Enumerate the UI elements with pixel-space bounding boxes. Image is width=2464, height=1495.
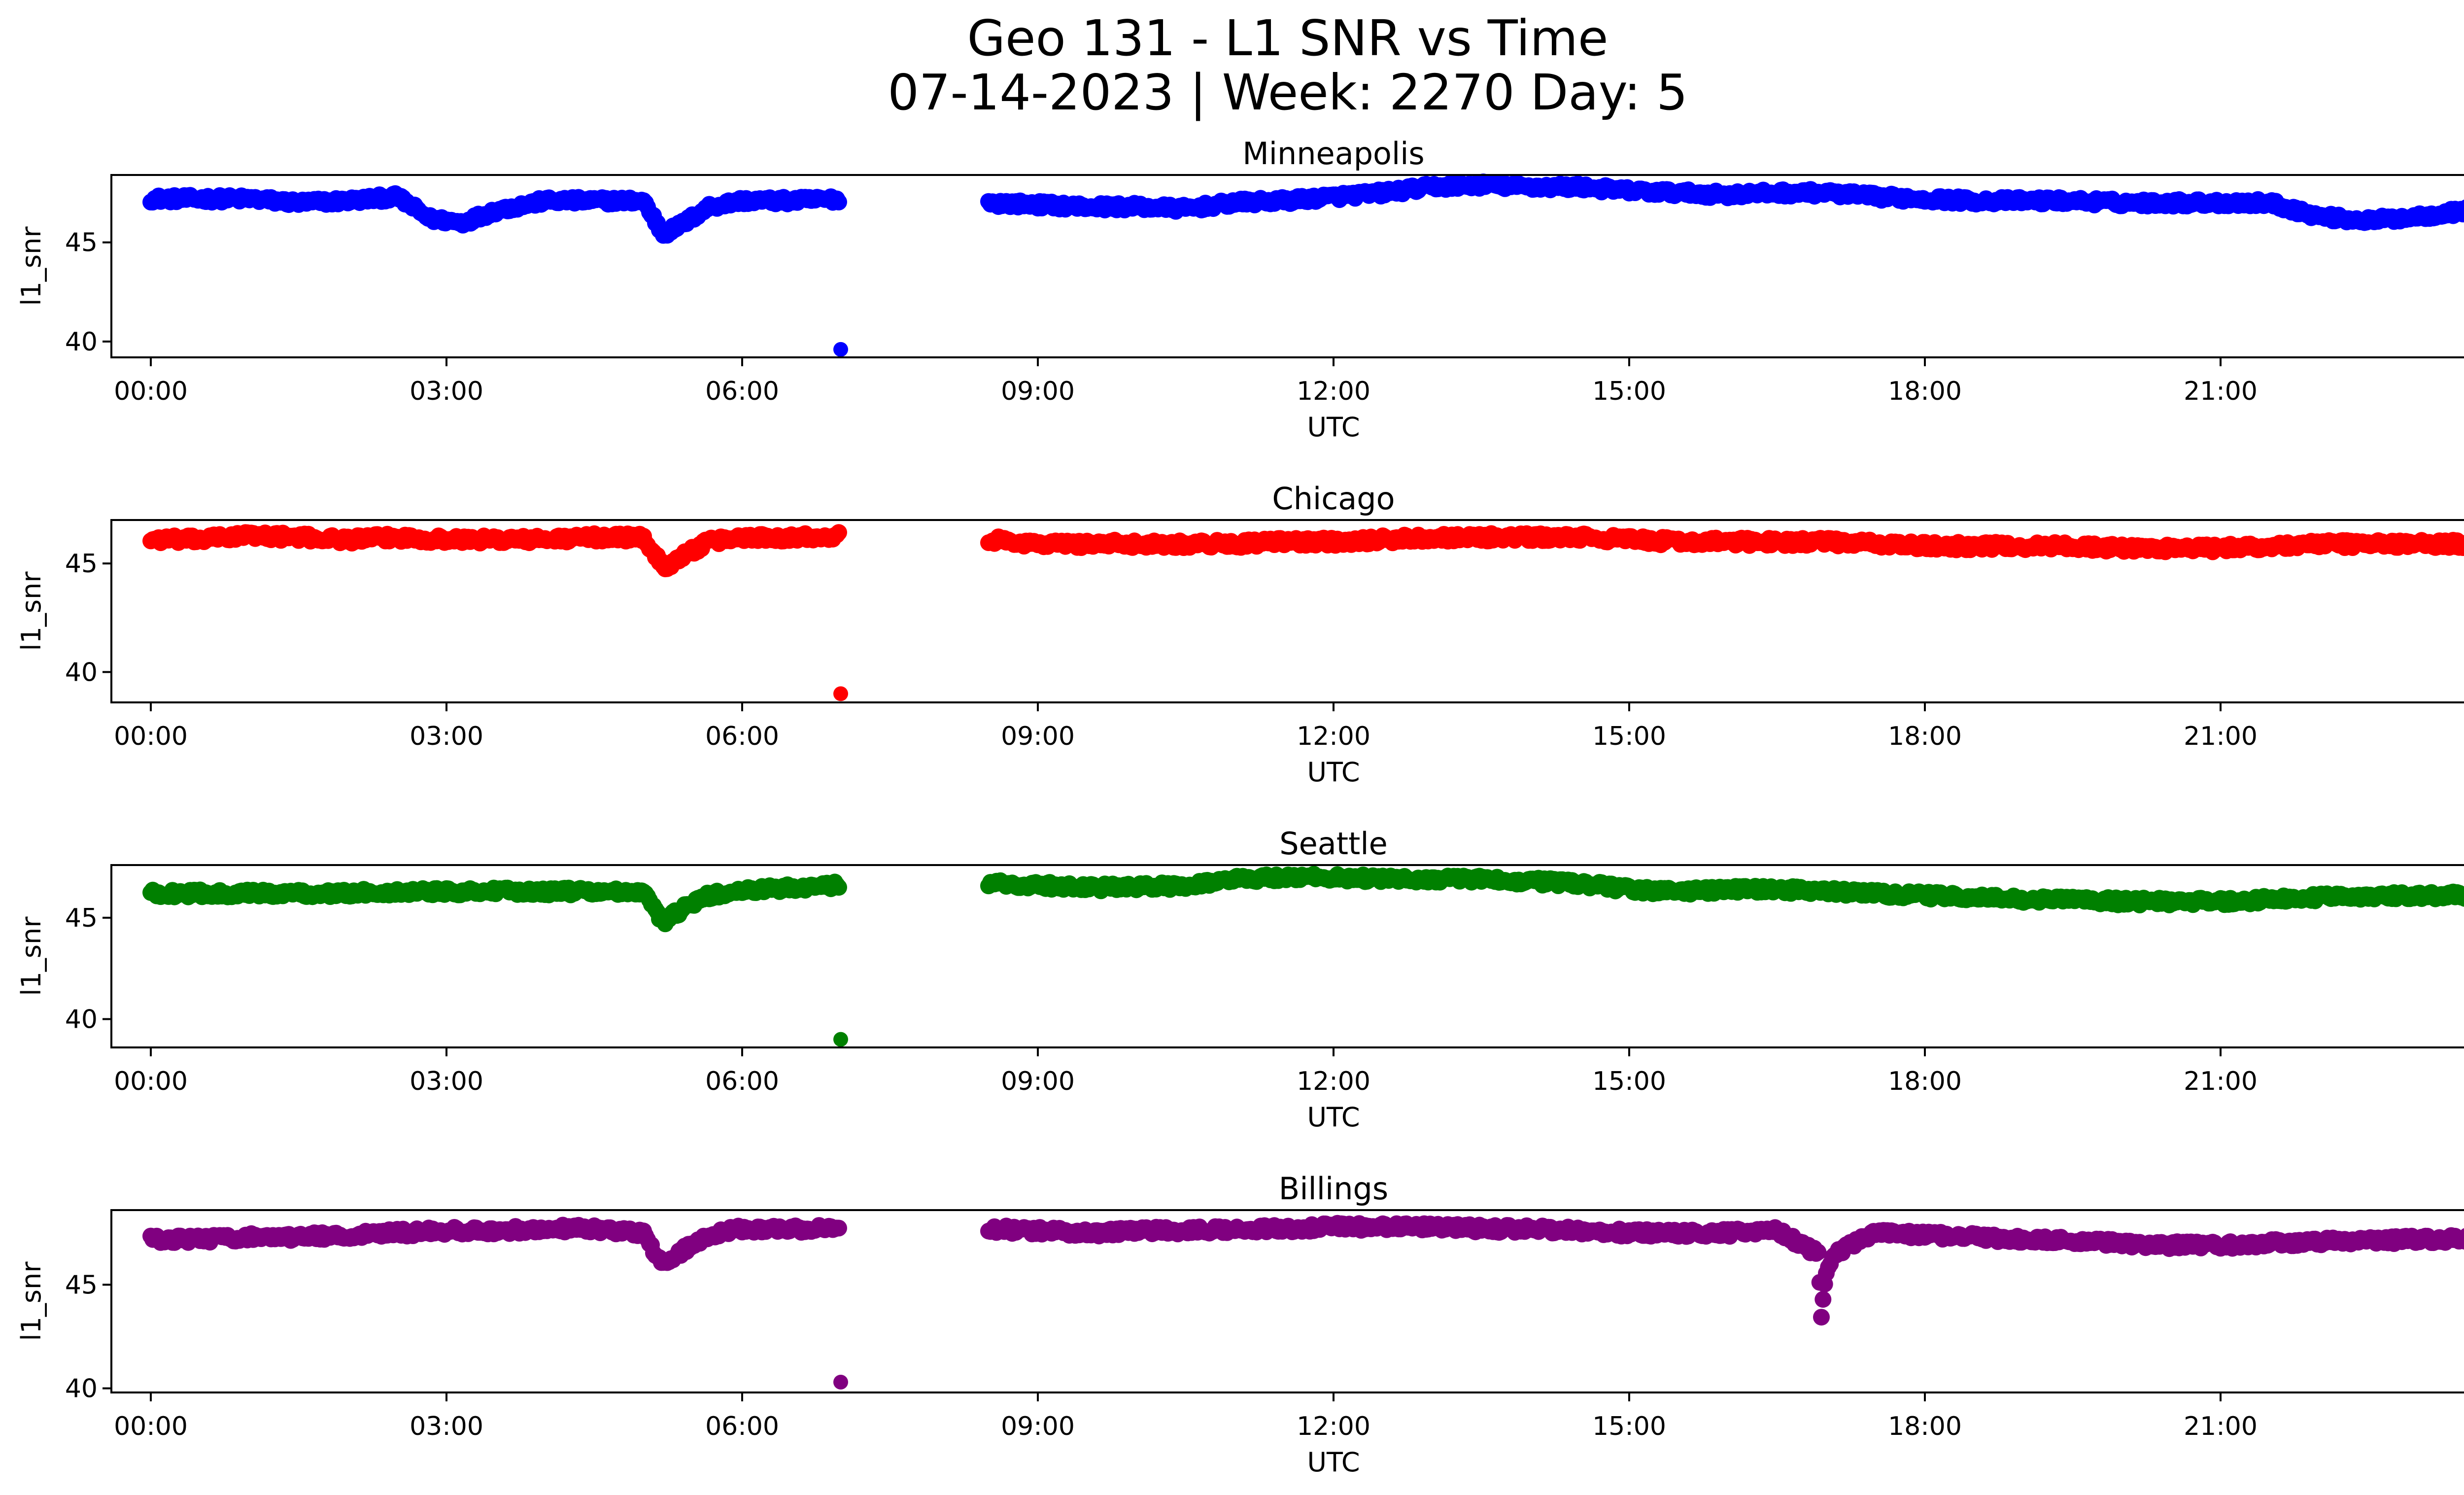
x-tick-label: 09:00: [1001, 722, 1075, 751]
x-tick-label: 12:00: [1297, 1067, 1370, 1096]
x-axis-label: UTC: [1307, 1102, 1360, 1133]
subplot-minneapolis: Minneapolis 40 45 00:00 03:00 06:00 09:00 12:00…: [16, 136, 2464, 443]
data-point: [830, 193, 847, 210]
x-tick-label: 06:00: [705, 722, 779, 751]
data-point: [2463, 540, 2464, 550]
outlier-point: [833, 686, 848, 701]
x-tick-label: 03:00: [410, 722, 483, 751]
outlier-point: [833, 1375, 848, 1390]
y-tick-label: 45: [65, 228, 98, 258]
data-point: [830, 524, 847, 541]
data-point: [1814, 1291, 1832, 1308]
x-tick-label: 21:00: [2184, 1412, 2258, 1441]
subplot-seattle: Seattle 40 45 00:00 03:00 06:00 09:00 12:00 15:0…: [16, 826, 2464, 1133]
x-tick-label: 18:00: [1888, 1067, 1962, 1096]
subplot-panels: Minneapolis 40 45 00:00 03:00 06:00 09:00 12:00…: [16, 136, 2464, 1478]
subplot-billings: Billings 40 45 00:00 03:00 06:00 09:00 12:00 15:…: [16, 1171, 2464, 1478]
x-tick-label: 00:00: [114, 377, 188, 406]
data-points: [142, 866, 2464, 933]
data-points: [142, 1215, 2464, 1326]
x-tick-label: 12:00: [1297, 1412, 1370, 1441]
x-tick-label: 00:00: [114, 1412, 188, 1441]
data-points: [142, 174, 2464, 244]
x-tick-label: 18:00: [1888, 377, 1962, 406]
subplot-title: Chicago: [1272, 481, 1395, 517]
y-axis-label: l1_snr: [16, 1261, 47, 1341]
y-tick-label: 40: [65, 658, 98, 687]
data-point: [1813, 1309, 1830, 1326]
x-tick-label: 15:00: [1592, 722, 1666, 751]
x-tick-label: 21:00: [2184, 722, 2258, 751]
x-tick-label: 06:00: [705, 377, 779, 406]
y-tick-label: 45: [65, 549, 98, 579]
x-axis-label: UTC: [1307, 757, 1360, 788]
x-tick-label: 09:00: [1001, 1412, 1075, 1441]
data-point: [830, 1219, 847, 1237]
x-tick-label: 15:00: [1592, 1412, 1666, 1441]
subplot-title: Billings: [1279, 1171, 1388, 1207]
y-tick-label: 40: [65, 1005, 98, 1034]
figure-title-line1: Geo 131 - L1 SNR vs Time: [967, 9, 1608, 67]
y-axis-label: l1_snr: [16, 571, 47, 651]
data-point: [830, 879, 847, 896]
x-tick-label: 06:00: [705, 1067, 779, 1096]
data-point: [2463, 891, 2464, 901]
x-axis-label: UTC: [1307, 1447, 1360, 1478]
x-axis-label: UTC: [1307, 412, 1360, 443]
y-axis-label: l1_snr: [16, 916, 47, 996]
x-tick-label: 18:00: [1888, 1412, 1962, 1441]
y-tick-label: 45: [65, 1270, 98, 1300]
x-tick-label: 15:00: [1592, 1067, 1666, 1096]
outlier-point: [833, 1032, 848, 1047]
x-tick-label: 00:00: [114, 1067, 188, 1096]
data-points: [142, 524, 2464, 578]
x-tick-label: 21:00: [2184, 1067, 2258, 1096]
y-tick-label: 45: [65, 904, 98, 933]
x-tick-label: 00:00: [114, 722, 188, 751]
x-tick-label: 06:00: [705, 1412, 779, 1441]
x-tick-label: 03:00: [410, 1067, 483, 1096]
data-point: [2463, 206, 2464, 215]
x-tick-label: 03:00: [410, 1412, 483, 1441]
data-point: [1810, 1244, 1827, 1261]
x-tick-label: 21:00: [2184, 377, 2258, 406]
subplot-title: Minneapolis: [1242, 136, 1425, 172]
x-tick-label: 09:00: [1001, 377, 1075, 406]
y-tick-label: 40: [65, 1374, 98, 1404]
x-tick-label: 12:00: [1297, 722, 1370, 751]
y-tick-label: 40: [65, 327, 98, 357]
x-tick-label: 15:00: [1592, 377, 1666, 406]
x-tick-label: 03:00: [410, 377, 483, 406]
x-tick-label: 12:00: [1297, 377, 1370, 406]
data-point: [2463, 1237, 2464, 1247]
x-tick-label: 09:00: [1001, 1067, 1075, 1096]
x-tick-label: 18:00: [1888, 722, 1962, 751]
figure-title-line2: 07-14-2023 | Week: 2270 Day: 5: [888, 64, 1687, 121]
outlier-point: [833, 342, 848, 357]
subplot-title: Seattle: [1279, 826, 1387, 862]
y-axis-label: l1_snr: [16, 226, 47, 306]
subplot-chicago: Chicago 40 45 00:00 03:00 06:00 09:00 12:00 15:0…: [16, 481, 2464, 788]
